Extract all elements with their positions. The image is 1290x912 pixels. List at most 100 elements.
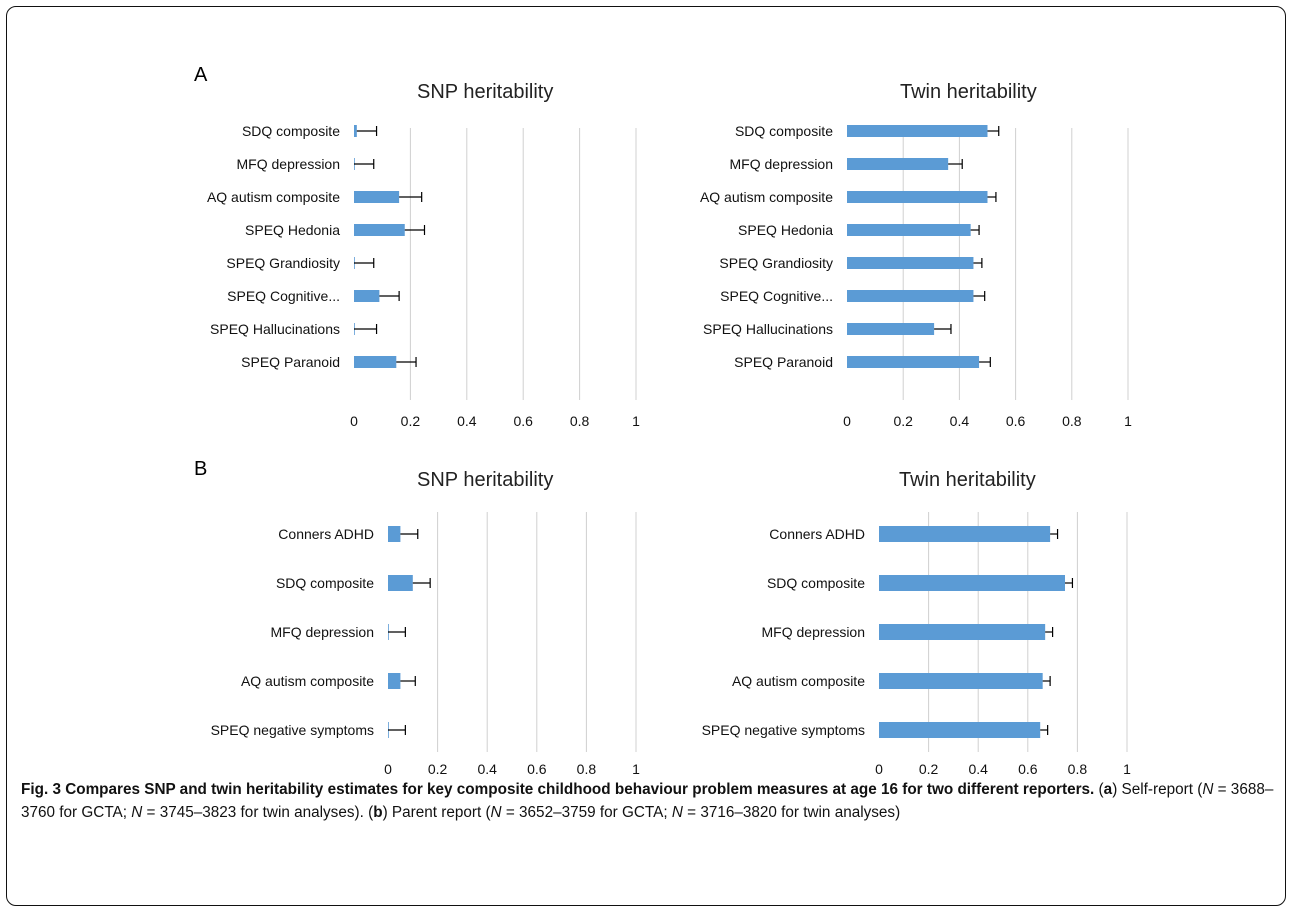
x-tick-label: 1 [632,413,640,429]
category-label: SDQ composite [735,123,833,139]
bar [847,290,974,302]
category-label: AQ autism composite [732,673,865,689]
bar [879,526,1051,542]
category-label: MFQ depression [271,624,374,640]
category-label: SPEQ Hedonia [738,222,833,238]
category-label: AQ autism composite [700,189,833,205]
x-tick-label: 0.6 [527,761,547,777]
category-label: SDQ composite [242,123,340,139]
x-tick-label: 0.2 [428,761,448,777]
error-bar [354,324,378,334]
category-label: SPEQ Hallucinations [703,321,833,337]
category-label: SDQ composite [276,575,374,591]
caption-part-b-intro: Parent report ( [391,804,491,821]
x-tick-label: 0.6 [1018,761,1038,777]
category-label: SPEQ Hallucinations [210,321,340,337]
x-tick-label: 0.6 [513,413,533,429]
error-bar [412,578,431,588]
caption-part-b-gcta: N = 3652–3759 for GCTA; [490,804,668,821]
category-label: SDQ composite [767,575,865,591]
x-tick-label: 0.8 [577,761,597,777]
error-bar [388,725,406,735]
bar [847,356,980,368]
chart-a-twin-heritability: Twin heritability 0 0.2 0.4 0.6 0.8 1 SDQ compo… [700,81,1132,429]
caption-part-a-gcta: N = 3688–3760 for GCTA; [21,781,1274,821]
x-tick-label: 0 [875,761,883,777]
bar [847,224,971,236]
category-label: MFQ depression [762,624,865,640]
bar [354,356,397,368]
category-label: AQ autism composite [241,673,374,689]
error-bar [400,676,416,686]
x-tick-label: 0.8 [1068,761,1088,777]
bar [879,722,1041,738]
category-label: SPEQ Hedonia [245,222,340,238]
error-bar [1042,676,1051,686]
category-label: MFQ depression [730,156,833,172]
error-bar [404,225,426,235]
bar [388,526,401,542]
error-bar [979,357,991,367]
bar [847,191,988,203]
bar [879,673,1043,689]
category-label: SPEQ Paranoid [241,354,340,370]
x-tick-label: 0.4 [950,413,970,429]
bar [879,575,1065,591]
error-bar [1050,529,1059,539]
bar [354,290,380,302]
x-tick-label: 0.2 [919,761,939,777]
category-label: MFQ depression [237,156,340,172]
figure-frame [6,6,1286,906]
category-label: SPEQ negative symptoms [211,722,374,738]
x-tick-label: 0.4 [457,413,477,429]
error-bar [379,291,400,301]
chart-b-snp-heritability: SNP heritability 0 0.2 0.4 0.6 0.8 1 Conners AD… [211,469,641,777]
panel-label-b: B [194,458,208,480]
chart-title: Twin heritability [900,81,1037,103]
x-tick-label: 0.8 [1062,413,1082,429]
bar [354,191,400,203]
x-tick-label: 0.4 [477,761,497,777]
bar [388,673,401,689]
x-tick-label: 0.2 [893,413,913,429]
x-tick-label: 1 [1123,761,1131,777]
error-bar [388,627,406,637]
error-bar [396,357,417,367]
x-tick-label: 0.6 [1006,413,1026,429]
category-label: AQ autism composite [207,189,340,205]
error-bar [400,529,419,539]
caption-part-a-twin: N = 3745–3823 for twin analyses [131,804,355,821]
error-bar [1045,627,1054,637]
x-tick-label: 1 [632,761,640,777]
chart-b-twin-heritability: Twin heritability 0 0.2 0.4 0.6 0.8 1 Conners A… [702,469,1132,777]
error-bar [356,126,378,136]
x-tick-label: 0.2 [401,413,421,429]
caption-part-a-intro: Self-report ( [1121,781,1203,798]
error-bar [399,192,423,202]
bar [354,224,405,236]
error-bar [354,159,375,169]
category-label: SPEQ Cognitive... [720,288,833,304]
x-tick-label: 0 [350,413,358,429]
x-tick-label: 1 [1124,413,1132,429]
caption-part-b-letter: b [373,804,383,821]
error-bar [1040,725,1049,735]
bar [847,257,974,269]
category-label: SPEQ Grandiosity [226,255,340,271]
chart-title: SNP heritability [417,81,553,103]
category-label: SPEQ Grandiosity [719,255,833,271]
figure-caption: Fig. 3 Compares SNP and twin heritabilit… [21,781,1274,821]
panel-label-a: A [194,64,208,86]
bar [879,624,1046,640]
error-bar [987,126,1000,136]
caption-part-b-twin: N = 3716–3820 for twin analyses [671,804,896,821]
error-bar [354,258,375,268]
category-label: SPEQ negative symptoms [702,722,865,738]
category-label: Conners ADHD [278,526,374,542]
error-bar [948,159,963,169]
bar [847,158,949,170]
chart-title: SNP heritability [417,469,553,491]
error-bar [1065,578,1074,588]
x-tick-label: 0.8 [570,413,590,429]
error-bar [973,258,983,268]
